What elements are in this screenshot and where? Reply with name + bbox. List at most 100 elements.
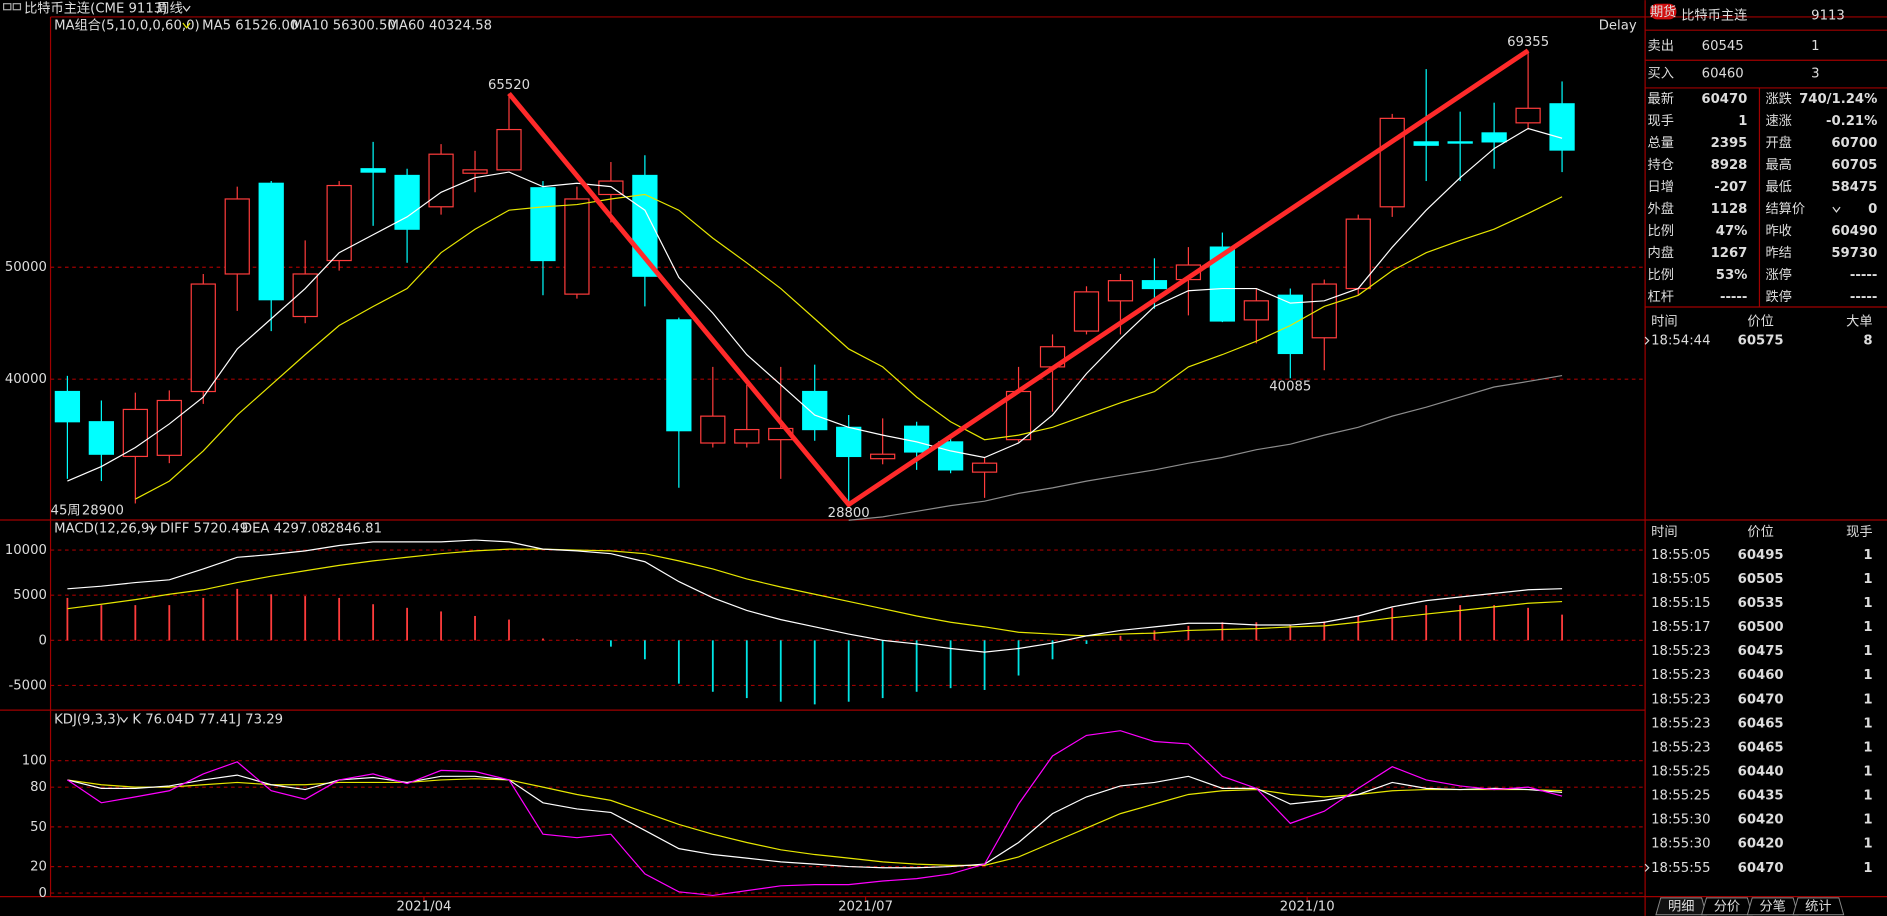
y-tick-label: -5000 [9,678,47,693]
diff-legend: DIFF 5720.49 [160,521,248,536]
tick-price: 60465 [1738,716,1784,731]
tick-time: 18:55:05 [1651,548,1710,563]
tick-time: 18:55:17 [1651,620,1710,635]
candle-body [1141,280,1168,290]
indicator-name: KDJ(9,3,3) [54,713,121,728]
ma60-legend: MA60 40324.58 [388,18,493,33]
stat-label: 结算价 [1765,201,1805,217]
ma10-legend: MA10 56300.50 [291,18,396,33]
dropdown-caret[interactable] [1832,206,1841,213]
candle-body [530,187,556,262]
toolbar-icon[interactable] [3,3,12,11]
dropdown-caret[interactable] [119,716,129,724]
current-row-marker [1644,336,1650,345]
candle-body [870,453,896,460]
stat-label: 日增 [1648,179,1674,195]
stat-label: 杠杆 [1648,289,1674,305]
tick-volume: 1 [1863,572,1872,587]
tick-time: 18:55:23 [1651,692,1710,707]
stat-value: 53% [1716,268,1748,283]
stat-label: 内盘 [1648,244,1674,261]
stat-label: 涨停 [1765,266,1791,283]
tick-price: 60465 [1738,740,1784,755]
y-tick-label: 0 [39,886,47,901]
tick-price: 60505 [1738,572,1784,587]
column-header: 价位 [1747,524,1773,540]
stat-label: 总量 [1648,135,1674,151]
stat-value: 740/1.24% [1799,92,1877,107]
tab-shape[interactable] [1792,897,1845,916]
candle-body [802,390,828,431]
stat-label: 速涨 [1765,113,1791,129]
dropdown-caret[interactable] [182,22,191,29]
tick-time: 18:55:05 [1651,572,1710,587]
d-legend: D 77.41 [184,713,236,728]
candle-body [394,174,420,230]
stat-value: 1128 [1711,202,1748,217]
big-order-time: 18:54:44 [1651,334,1710,349]
tick-volume: 1 [1863,692,1872,707]
ma5-line [67,127,1563,482]
indicator-name: MA组合(5,10,0,0,60,0) [54,17,200,33]
stat-value: 1 [1738,114,1747,129]
big-order-volume: 8 [1863,334,1872,349]
candle-body [88,421,114,455]
tick-time: 18:55:23 [1651,716,1710,731]
candle-body [666,319,692,432]
badge: 期货 [1650,3,1676,20]
tick-price: 60495 [1738,548,1784,563]
tick-price: 60440 [1738,764,1784,779]
tick-time: 18:55:55 [1651,861,1710,876]
k-legend: K 76.04 [132,713,183,728]
stat-value: 60490 [1831,224,1877,239]
candle-body [156,399,182,456]
time-axis-label: 2021/10 [1280,899,1335,914]
candle-body [360,168,386,173]
y-tick-label: 50 [30,820,47,835]
y-tick-label: 40000 [5,372,47,387]
candle-body [496,128,522,171]
buy-qty: 3 [1811,66,1819,81]
tick-time: 18:55:25 [1651,764,1710,779]
stat-label: 最高 [1765,156,1791,173]
tick-volume: 1 [1863,837,1872,852]
indicator-name: MACD(12,26,9) [54,521,154,536]
current-row-marker [1644,863,1650,872]
tick-price: 60420 [1738,813,1784,828]
badge-box [1649,3,1677,20]
buy-price: 60460 [1702,66,1744,81]
stat-label: 比例 [1648,223,1674,239]
candle-body [1345,218,1371,290]
tick-volume: 1 [1863,644,1872,659]
tick-time: 18:55:30 [1651,837,1710,852]
tab-label: 分笔 [1759,898,1785,914]
toolbar-icon[interactable] [12,3,22,11]
sell-label: 卖出 [1648,38,1674,54]
tab-label: 分价 [1714,898,1740,914]
tick-time: 18:55:23 [1651,644,1710,659]
instrument-code: 9113 [1811,9,1845,24]
delay-flag: Delay [1599,18,1637,33]
dropdown-caret[interactable] [182,5,191,12]
trend-line [507,48,1530,508]
stat-value: -207 [1714,180,1747,195]
stat-label: 外盘 [1648,200,1674,217]
diff-line [67,539,1563,653]
tick-time: 18:55:15 [1651,596,1710,611]
tab-label: 明细 [1668,898,1694,914]
dropdown-caret[interactable] [148,525,157,532]
tick-volume: 1 [1863,548,1872,563]
candle-body [326,184,352,262]
candle-body [54,390,81,423]
column-header: 现手 [1846,524,1872,540]
y-tick-label: 100 [22,754,47,769]
tick-volume: 1 [1863,764,1872,779]
ma10-line [135,193,1563,500]
stat-label: 持仓 [1648,157,1674,173]
ma60-line [848,374,1563,521]
sell-price: 60545 [1702,39,1744,54]
time-axis-label: 2021/04 [396,899,451,914]
candle-body [1549,103,1575,151]
time-axis-label: 2021/07 [838,899,893,914]
